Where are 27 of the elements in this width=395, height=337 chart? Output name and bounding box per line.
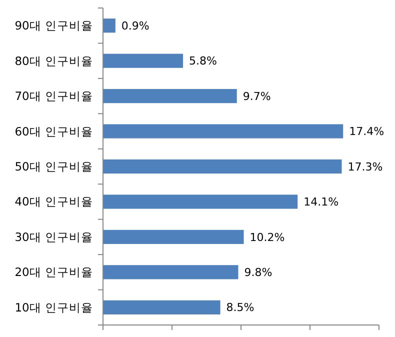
bar xyxy=(103,89,237,104)
bar xyxy=(103,18,116,33)
y-tick-label: 40대 인구비율 xyxy=(14,194,93,209)
data-label: 14.1% xyxy=(304,196,339,209)
y-tick-label: 90대 인구비율 xyxy=(14,18,93,33)
y-tick-label: 70대 인구비율 xyxy=(14,89,93,104)
bar xyxy=(103,265,238,280)
bar xyxy=(103,230,244,244)
bar xyxy=(103,54,184,68)
data-label: 9.7% xyxy=(242,90,271,103)
bar xyxy=(103,159,342,174)
data-label: 17.3% xyxy=(348,160,383,174)
data-label: 10.2% xyxy=(250,230,285,244)
y-tick-label: 80대 인구비율 xyxy=(14,54,93,68)
y-tick-label: 30대 인구비율 xyxy=(14,230,93,244)
y-tick-label: 20대 인구비율 xyxy=(14,265,93,280)
y-tick-label: 60대 인구비율 xyxy=(14,124,93,138)
data-label: 8.5% xyxy=(226,301,254,314)
y-tick-label: 50대 인구비율 xyxy=(14,160,93,174)
data-label: 5.8% xyxy=(189,54,217,68)
bar xyxy=(103,194,298,209)
data-label: 9.8% xyxy=(244,266,272,280)
data-label: 17.4% xyxy=(349,125,384,138)
data-label: 0.9% xyxy=(121,19,150,32)
y-tick-label: 10대 인구비율 xyxy=(14,300,93,314)
bar xyxy=(103,300,220,314)
bar xyxy=(103,124,344,138)
